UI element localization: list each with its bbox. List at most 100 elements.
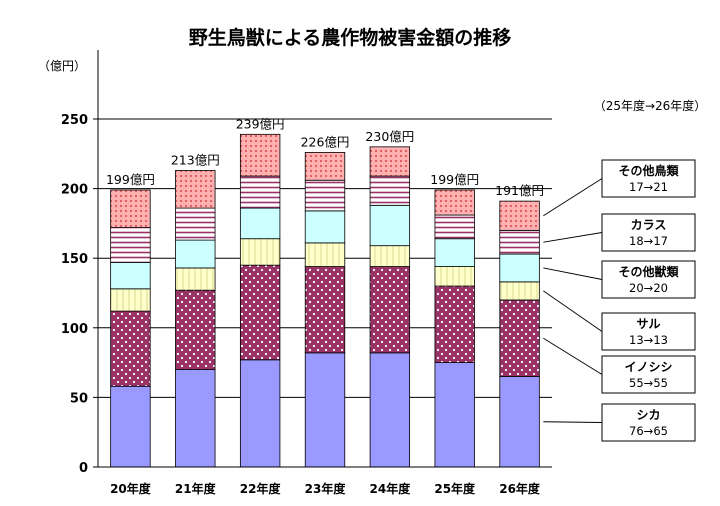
- legend-item: シカ 76→65: [543, 403, 696, 442]
- legend-series-change: 18→17: [629, 234, 668, 248]
- legend-item: サル 13→13: [543, 290, 696, 351]
- legend-series-change: 13→13: [629, 333, 668, 347]
- bar-segment: [499, 253, 540, 283]
- legend-box: [601, 355, 696, 394]
- y-tick-label: 50: [70, 391, 88, 406]
- bar-segment: [434, 362, 475, 468]
- legend-leader-line: [543, 290, 603, 332]
- axes: [97, 50, 552, 468]
- y-tick-label: 100: [61, 322, 88, 337]
- bar-segment: [110, 227, 151, 263]
- x-tick-label: 21年度: [175, 481, 217, 496]
- x-tick-label: 22年度: [240, 481, 282, 496]
- y-axis-label: （億円）: [38, 59, 86, 73]
- legend-series-name: カラス: [631, 218, 667, 232]
- bar-segment: [304, 179, 346, 212]
- bar-total-label: 230億円: [365, 129, 414, 144]
- bar-segment: [369, 266, 411, 354]
- bar-segment: [304, 242, 346, 267]
- bar-total-label: 199億円: [430, 172, 479, 187]
- bar-segment: [499, 200, 540, 231]
- bar-segment: [239, 359, 281, 468]
- bar-segment: [239, 175, 281, 209]
- bar-totals: 199億円 213億円 239億円 226億円 230億円 199億円 191億円: [106, 116, 544, 198]
- legend-series-name: その他獣類: [618, 264, 679, 279]
- legend-leader-line: [543, 421, 603, 423]
- legend-box: [601, 213, 696, 252]
- bar-segment: [239, 133, 281, 177]
- bar-segment: [434, 238, 475, 267]
- legend-box: [601, 260, 696, 299]
- legend-item: カラス 18→17: [543, 213, 696, 252]
- bar-segment: [110, 310, 151, 387]
- legend: その他鳥類 17→21 カラス 18→17 その他獣類 20→20 サル 13→13 イノシシ 5…: [543, 159, 696, 442]
- bar-segment: [175, 207, 216, 241]
- bar-segment: [434, 285, 475, 364]
- chart-title: 野生鳥獣による農作物被害金額の推移: [189, 26, 511, 49]
- legend-leader-line: [543, 337, 603, 375]
- bar-segment: [175, 170, 216, 209]
- x-axis-labels: 20年度 21年度 22年度 23年度 24年度 25年度 26年度: [110, 481, 541, 496]
- x-tick-label: 24年度: [370, 481, 412, 496]
- legend-box: [601, 159, 696, 198]
- legend-series-name: その他鳥類: [618, 163, 679, 178]
- bar-segment: [369, 175, 411, 206]
- legend-leader-line: [543, 178, 603, 217]
- bar-segment: [110, 288, 151, 312]
- bars: [110, 133, 540, 468]
- y-tick-label: 150: [61, 252, 88, 267]
- bar-segment: [304, 152, 346, 181]
- bar-segment: [499, 376, 540, 468]
- x-tick-label: 26年度: [499, 481, 541, 496]
- x-tick-label: 23年度: [305, 481, 347, 496]
- bar-segment: [175, 267, 216, 291]
- legend-box: [601, 403, 696, 442]
- legend-series-change: 76→65: [629, 424, 668, 438]
- y-tick-label: 0: [79, 461, 88, 476]
- bar-total-label: 199億円: [106, 172, 155, 187]
- bar-segment: [304, 352, 346, 468]
- legend-series-name: イノシシ: [624, 360, 672, 374]
- legend-item: その他獣類 20→20: [543, 260, 696, 299]
- bar-segment: [175, 239, 216, 269]
- bar-segment: [499, 299, 540, 377]
- legend-series-change: 20→20: [629, 281, 668, 295]
- bar-segment: [110, 385, 151, 468]
- bar-segment: [434, 266, 475, 287]
- bar-segment: [369, 352, 411, 468]
- legend-leader-line: [543, 232, 603, 243]
- legend-series-change: 55→55: [629, 376, 668, 390]
- bar-segment: [175, 289, 216, 370]
- y-tick-label: 250: [61, 113, 88, 128]
- bar-segment: [434, 189, 475, 216]
- x-tick-label: 20年度: [110, 481, 152, 496]
- bar-segment: [239, 207, 281, 240]
- bar-segment: [499, 281, 540, 301]
- legend-leader-line: [543, 267, 603, 280]
- bar-segment: [369, 245, 411, 267]
- legend-series-change: 17→21: [629, 180, 668, 194]
- x-tick-label: 25年度: [434, 481, 476, 496]
- legend-box: [601, 312, 696, 351]
- legend-item: イノシシ 55→55: [543, 337, 696, 394]
- bar-segment: [110, 189, 151, 228]
- bar-segment: [434, 214, 475, 240]
- y-tick-label: 200: [61, 183, 88, 198]
- bar-segment: [304, 210, 346, 244]
- bar-total-label: 191億円: [495, 183, 544, 198]
- bar-segment: [369, 204, 411, 247]
- legend-item: その他鳥類 17→21: [543, 159, 696, 217]
- bar-segment: [110, 261, 151, 290]
- bar-total-label: 239億円: [236, 116, 285, 131]
- bar-segment: [304, 266, 346, 354]
- legend-header: （25年度→26年度）: [594, 98, 707, 113]
- bar-segment: [175, 369, 216, 468]
- legend-series-name: シカ: [636, 408, 660, 422]
- y-axis-ticks: 0 50 100 150 200 250: [61, 113, 98, 476]
- bar-segment: [369, 146, 411, 177]
- bar-segment: [239, 238, 281, 266]
- legend-series-name: サル: [636, 317, 660, 331]
- bar-total-label: 226億円: [301, 134, 350, 149]
- bar-segment: [239, 264, 281, 361]
